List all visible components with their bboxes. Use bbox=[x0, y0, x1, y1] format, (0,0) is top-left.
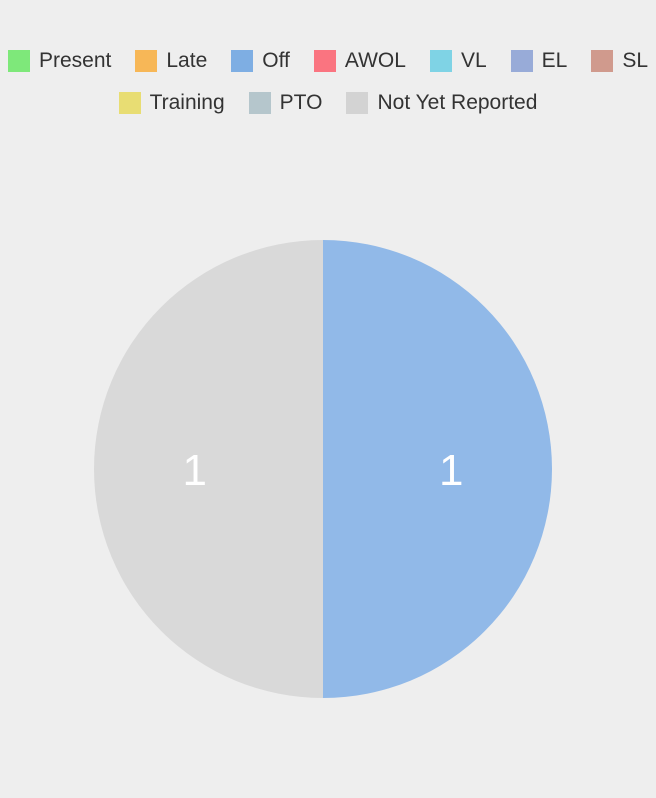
legend-item-vl[interactable]: VL bbox=[429, 49, 487, 72]
legend-item-not-yet-reported[interactable]: Not Yet Reported bbox=[346, 92, 537, 114]
legend-item-present[interactable]: Present bbox=[8, 50, 111, 72]
legend-item-el[interactable]: EL bbox=[510, 49, 568, 72]
legend-label-present: Present bbox=[39, 49, 112, 72]
legend-row-2: Training PTO Not Yet Reported bbox=[0, 86, 656, 120]
legend-item-sl[interactable]: SL bbox=[591, 50, 648, 72]
legend-label-not-yet-reported: Not Yet Reported bbox=[377, 91, 538, 114]
pie-slice-off[interactable] bbox=[323, 240, 552, 698]
legend-swatch-off bbox=[231, 50, 254, 72]
legend-swatch-late bbox=[135, 50, 158, 72]
pie-slice-not-yet-reported[interactable] bbox=[94, 240, 323, 698]
legend-label-vl: VL bbox=[460, 49, 487, 72]
legend-item-off[interactable]: Off bbox=[231, 50, 290, 72]
legend-swatch-training bbox=[118, 92, 141, 114]
pie-slice-label-not-yet-reported: 1 bbox=[183, 446, 207, 495]
legend-swatch-sl bbox=[591, 50, 614, 72]
legend-item-late[interactable]: Late bbox=[135, 50, 207, 72]
chart-legend: Present Late Off AWOL VL EL SL Tr bbox=[0, 44, 656, 128]
legend-item-training[interactable]: Training bbox=[118, 91, 225, 114]
legend-item-awol[interactable]: AWOL bbox=[313, 49, 406, 72]
legend-swatch-vl bbox=[429, 50, 452, 72]
legend-label-pto: PTO bbox=[279, 91, 323, 114]
legend-swatch-awol bbox=[313, 50, 336, 72]
pie-slice-label-off: 1 bbox=[439, 446, 463, 495]
legend-swatch-not-yet-reported bbox=[346, 92, 369, 114]
legend-label-training: Training bbox=[149, 91, 225, 114]
legend-swatch-pto bbox=[248, 92, 271, 114]
legend-swatch-el bbox=[510, 50, 533, 72]
legend-item-pto[interactable]: PTO bbox=[248, 91, 323, 114]
legend-row-1: Present Late Off AWOL VL EL SL bbox=[0, 44, 656, 78]
legend-label-awol: AWOL bbox=[344, 49, 406, 72]
legend-label-off: Off bbox=[262, 49, 290, 72]
legend-label-sl: SL bbox=[622, 49, 648, 72]
legend-swatch-present bbox=[8, 50, 30, 72]
legend-label-el: EL bbox=[541, 49, 568, 72]
legend-label-late: Late bbox=[166, 49, 208, 72]
